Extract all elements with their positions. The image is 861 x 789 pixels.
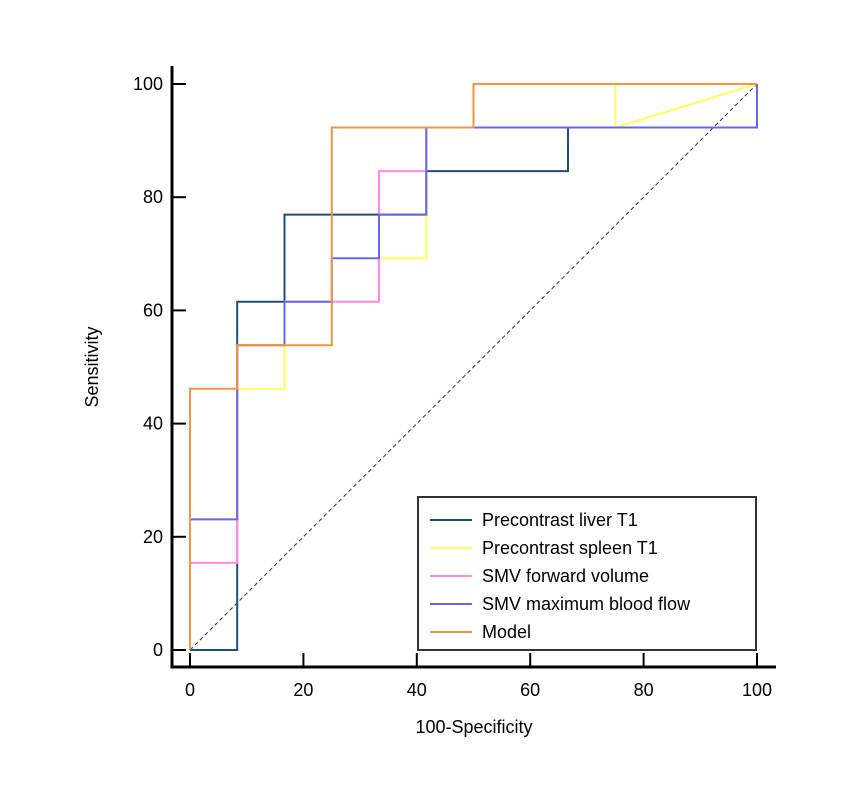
legend-label-5: Model xyxy=(482,622,531,642)
legend-label-1: Precontrast liver T1 xyxy=(482,510,638,530)
x-tick-label: 60 xyxy=(520,680,540,700)
legend-label-4: SMV maximum blood flow xyxy=(482,594,691,614)
legend: Precontrast liver T1 Precontrast spleen T… xyxy=(417,496,757,651)
y-axis-title: Sensitivity xyxy=(82,326,102,407)
axes-layer: 0 20 40 60 80 100 0 20 40 60 80 100 xyxy=(133,66,776,700)
y-tick-label: 0 xyxy=(153,640,163,660)
x-axis-title: 100-Specificity xyxy=(415,717,532,737)
y-tick-label: 60 xyxy=(143,300,163,320)
x-tick-label: 100 xyxy=(742,680,772,700)
series-line-5 xyxy=(189,83,757,650)
x-tick-label: 80 xyxy=(634,680,654,700)
y-tick-label: 20 xyxy=(143,527,163,547)
y-tick-label: 80 xyxy=(143,187,163,207)
reference-diagonal-line xyxy=(189,83,758,651)
x-tick-label: 20 xyxy=(293,680,313,700)
legend-box xyxy=(417,496,757,651)
y-tick-label: 100 xyxy=(133,74,163,94)
legend-label-3: SMV forward volume xyxy=(482,566,649,586)
reference-line-layer xyxy=(189,83,758,651)
x-tick-label: 0 xyxy=(185,680,195,700)
x-tick-label: 40 xyxy=(407,680,427,700)
legend-label-2: Precontrast spleen T1 xyxy=(482,538,658,558)
y-tick-label: 40 xyxy=(143,414,163,434)
series-layer xyxy=(189,83,758,651)
